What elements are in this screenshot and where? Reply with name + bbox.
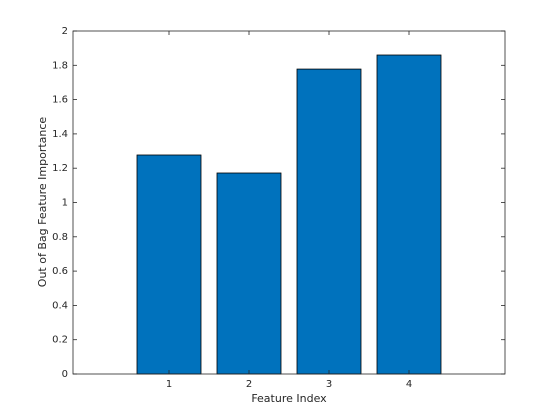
x-axis-label: Feature Index	[251, 392, 327, 405]
y-tick-label: 1.8	[52, 60, 68, 71]
x-tick-label: 1	[166, 379, 172, 390]
y-tick-label: 1	[62, 198, 68, 209]
y-tick-label: 1.4	[52, 129, 68, 140]
y-tick-label: 0.2	[52, 335, 68, 346]
y-axis-label: Out of Bag Feature Importance	[36, 117, 49, 288]
y-tick-label: 0.6	[52, 266, 68, 277]
y-tick-label: 2	[62, 26, 68, 37]
bar	[376, 54, 442, 375]
y-tick-label: 1.6	[52, 95, 68, 106]
x-tick-label: 4	[406, 379, 412, 390]
bar	[216, 172, 282, 375]
x-tick-label: 3	[326, 379, 332, 390]
y-tick-label: 0.4	[52, 300, 68, 311]
y-tick-label: 0	[62, 369, 68, 380]
y-tick-label: 0.8	[52, 232, 68, 243]
y-tick-label: 1.2	[52, 163, 68, 174]
bar	[296, 68, 362, 375]
bar	[136, 154, 202, 375]
x-tick-label: 2	[246, 379, 252, 390]
